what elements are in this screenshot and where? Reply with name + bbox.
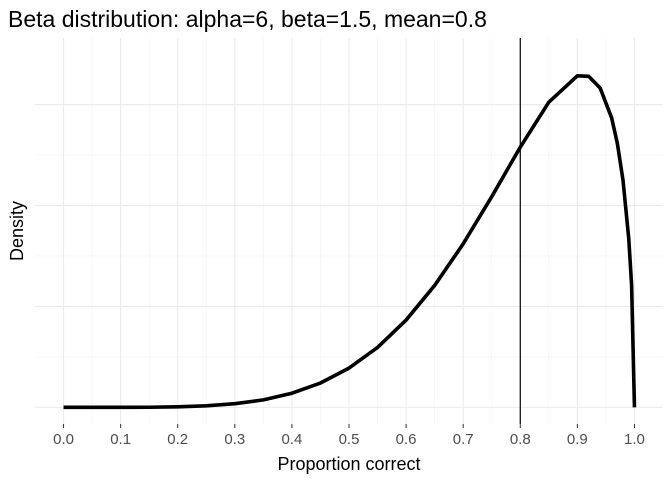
- x-tick-label: 0.9: [567, 431, 588, 448]
- y-axis-label: Density: [7, 201, 27, 261]
- x-tick-label: 0.1: [110, 431, 131, 448]
- x-tick-label: 0.6: [396, 431, 417, 448]
- density-line: [63, 74, 637, 410]
- x-tick-label: 0.3: [224, 431, 245, 448]
- x-tick-label: 1.0: [624, 431, 645, 448]
- x-axis-label: Proportion correct: [277, 454, 420, 474]
- x-tick-label: 0.5: [339, 431, 360, 448]
- x-tick-label: 0.2: [167, 431, 188, 448]
- x-tick-label: 0.4: [281, 431, 302, 448]
- x-tick-label: 0.0: [53, 431, 74, 448]
- x-tick-label: 0.8: [510, 431, 531, 448]
- x-tick-label: 0.7: [453, 431, 474, 448]
- chart-title: Beta distribution: alpha=6, beta=1.5, me…: [8, 6, 487, 32]
